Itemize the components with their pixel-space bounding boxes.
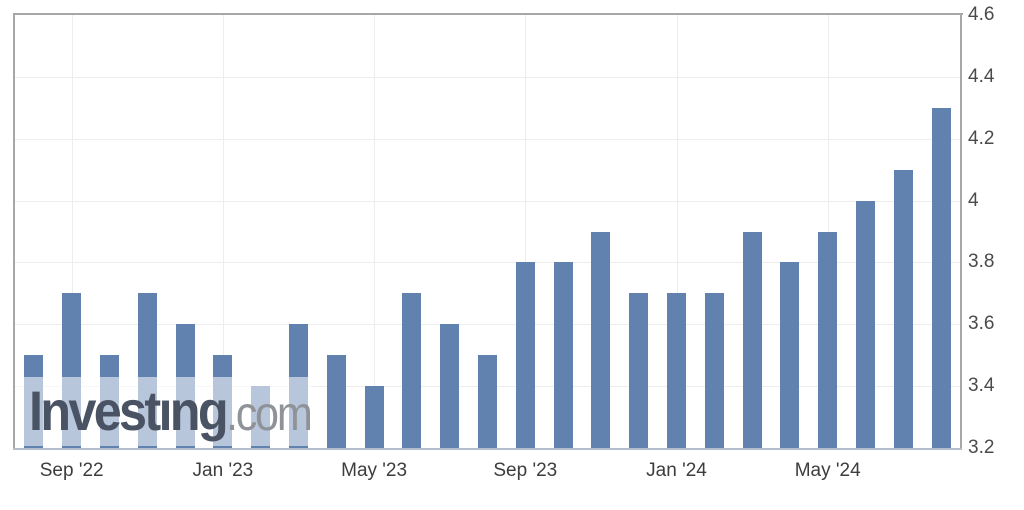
x-tick-label: Sep '23	[493, 460, 558, 481]
bar[interactable]	[553, 262, 573, 448]
bar[interactable]	[478, 355, 497, 448]
x-axis-line	[13, 448, 962, 450]
bar[interactable]	[440, 324, 460, 448]
bar[interactable]	[326, 355, 346, 448]
bar[interactable]	[364, 386, 384, 448]
v-gridline	[71, 15, 73, 448]
h-gridline	[15, 76, 960, 78]
y-tick-label: 4	[968, 189, 979, 211]
y-tick-label: 4.2	[968, 127, 995, 149]
v-gridline	[676, 15, 678, 448]
plot-border-right	[960, 13, 962, 450]
bar[interactable]	[856, 200, 875, 448]
x-tick-label: Sep '22	[39, 460, 104, 481]
bar[interactable]	[780, 262, 800, 448]
bar[interactable]	[591, 231, 611, 448]
bar[interactable]	[402, 293, 422, 448]
bar[interactable]	[667, 293, 686, 448]
x-tick-label: May '24	[794, 460, 861, 481]
bar[interactable]	[742, 231, 762, 448]
v-gridline	[222, 15, 224, 448]
plot-border-left	[13, 13, 15, 450]
y-tick-label: 4.6	[968, 4, 995, 25]
bar[interactable]	[893, 169, 913, 448]
bar[interactable]	[629, 293, 649, 448]
bar[interactable]	[818, 231, 838, 448]
logo-brand-text: Investıng	[29, 379, 229, 442]
v-gridline	[525, 15, 527, 448]
h-gridline	[15, 200, 960, 202]
plot-border-top	[13, 13, 963, 15]
v-gridline	[374, 15, 376, 448]
h-gridline	[15, 324, 960, 326]
x-tick-label: Jan '23	[192, 460, 254, 481]
x-tick-label: Jan '24	[646, 460, 707, 481]
y-tick-label: 3.4	[968, 375, 995, 397]
y-tick-label: 3.2	[968, 437, 995, 458]
logo-suffix-text: .com	[225, 388, 313, 441]
x-tick-label: May '23	[341, 460, 408, 481]
bar[interactable]	[704, 293, 724, 448]
logo-dotless-i: ı	[158, 379, 172, 442]
y-tick-label: 4.4	[968, 65, 995, 87]
watermark: Investıng .com	[16, 377, 313, 446]
y-tick-label: 3.8	[968, 251, 995, 273]
h-gridline	[15, 138, 960, 140]
investing-com-logo: Investıng .com	[29, 379, 313, 442]
bar[interactable]	[515, 262, 535, 448]
bar[interactable]	[931, 107, 951, 448]
h-gridline	[15, 262, 960, 264]
y-tick-label: 3.6	[968, 313, 995, 335]
